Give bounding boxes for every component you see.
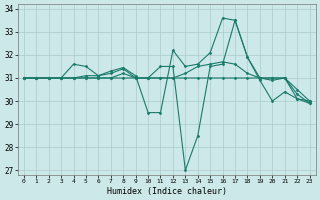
X-axis label: Humidex (Indice chaleur): Humidex (Indice chaleur) (107, 187, 227, 196)
